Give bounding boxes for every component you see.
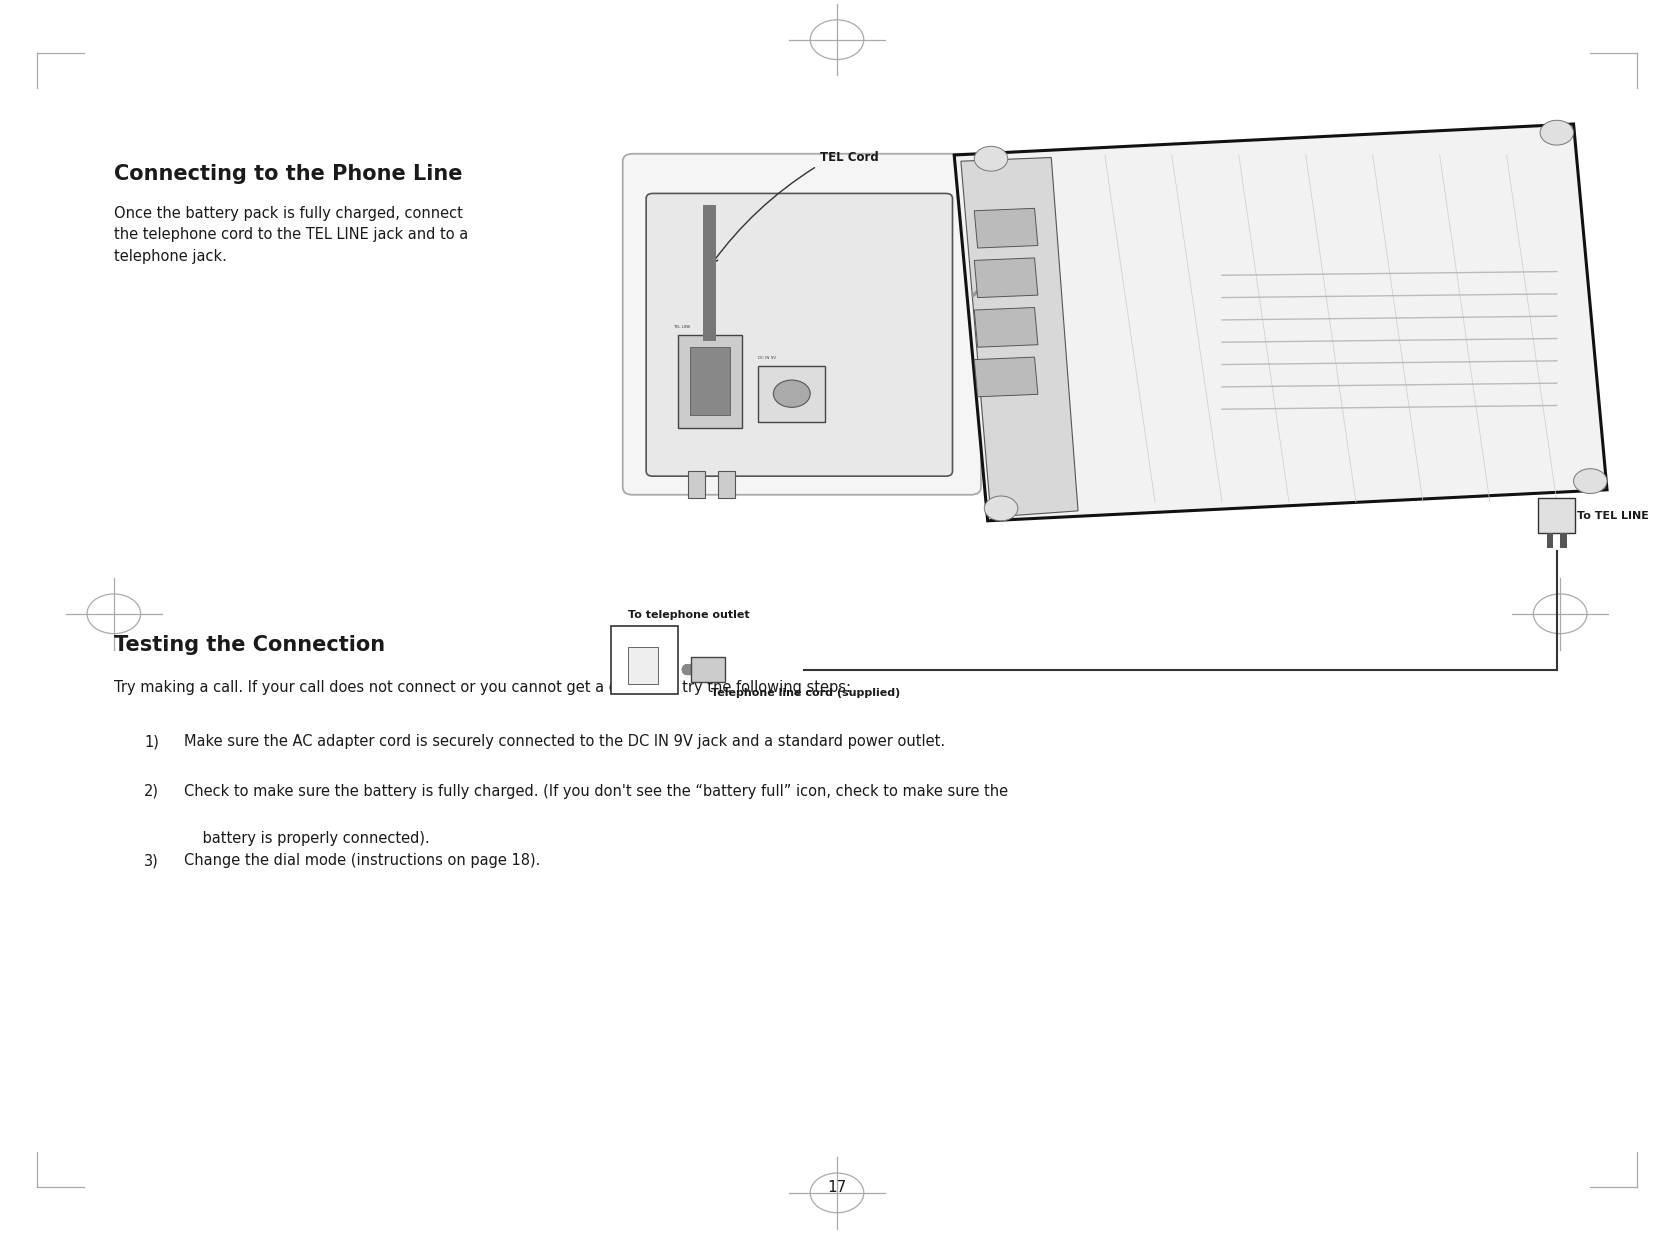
Text: Check to make sure the battery is fully charged. (If you don't see the “battery : Check to make sure the battery is fully … [184,784,1007,799]
Bar [1537,498,1574,533]
Circle shape [974,146,1007,171]
Text: Connecting to the Phone Line: Connecting to the Phone Line [114,164,462,184]
Bar [1546,533,1553,548]
Bar [678,335,741,428]
Text: Make sure the AC adapter cord is securely connected to the DC IN 9V jack and a s: Make sure the AC adapter cord is securel… [184,734,945,749]
Text: 3): 3) [144,853,159,868]
FancyBboxPatch shape [646,193,952,476]
Bar [689,347,729,415]
Bar [718,471,734,498]
Bar [758,366,825,422]
Text: Testing the Connection: Testing the Connection [114,635,385,655]
Bar [1559,533,1566,548]
Text: Change the dial mode (instructions on page 18).: Change the dial mode (instructions on pa… [184,853,540,868]
Text: To telephone outlet: To telephone outlet [627,610,750,620]
Polygon shape [954,124,1606,521]
Text: 17: 17 [826,1180,847,1195]
Text: battery is properly connected).: battery is properly connected). [184,831,430,846]
Circle shape [984,496,1017,521]
Text: TEL LINE: TEL LINE [673,325,691,329]
Text: To TEL LINE: To TEL LINE [1576,511,1648,521]
Polygon shape [974,357,1037,397]
Text: 2): 2) [144,784,159,799]
Text: DC IN 9V: DC IN 9V [758,356,776,360]
Text: Telephone line cord (supplied): Telephone line cord (supplied) [711,688,900,698]
Circle shape [1539,120,1573,145]
Bar [691,657,724,682]
Polygon shape [974,208,1037,248]
Bar [688,471,704,498]
Text: 1): 1) [144,734,159,749]
Bar [627,647,657,684]
Polygon shape [974,308,1037,347]
Bar [611,626,678,694]
Polygon shape [974,258,1037,298]
Circle shape [773,379,810,407]
Bar [703,205,716,341]
Polygon shape [960,157,1077,517]
Text: Try making a call. If your call does not connect or you cannot get a dial tone, : Try making a call. If your call does not… [114,680,850,694]
Text: TEL Cord: TEL Cord [820,151,878,164]
Text: Once the battery pack is fully charged, connect
the telephone cord to the TEL LI: Once the battery pack is fully charged, … [114,206,468,264]
FancyBboxPatch shape [622,154,980,495]
Circle shape [1573,469,1606,494]
